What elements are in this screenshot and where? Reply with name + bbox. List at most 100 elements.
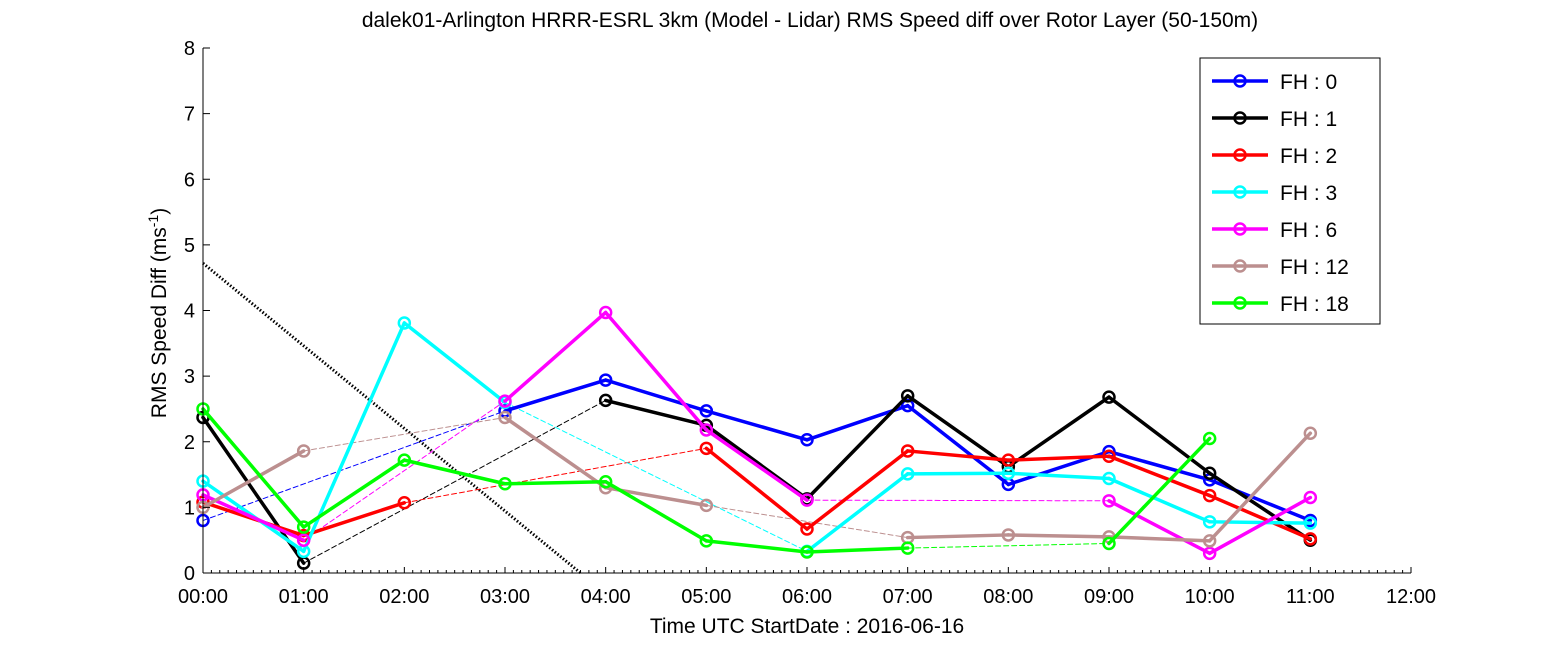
thin-connector-layer (202, 399, 1110, 564)
x-tick-label-9: 09:00 (1084, 586, 1134, 608)
x-tick-label-4: 04:00 (581, 586, 631, 608)
series-1-point-7 (1102, 390, 1116, 404)
x-tick-label-3: 03:00 (480, 586, 530, 608)
series-5-point-4 (699, 498, 714, 513)
series-2-segment-4 (805, 449, 910, 531)
legend-marker-6 (1233, 296, 1247, 310)
legend-marker-0 (1233, 74, 1247, 88)
series-4-segment-4 (704, 428, 809, 502)
series-5-segment-5 (905, 533, 1011, 540)
series-6-segment-4 (603, 480, 709, 543)
x-tick-label-1: 01:00 (279, 586, 329, 608)
x-tick-label-10: 10:00 (1185, 586, 1235, 608)
series-2-point-9 (1303, 532, 1318, 546)
x-tick-label-7: 07:00 (883, 586, 933, 608)
series-2-point-5 (900, 444, 915, 458)
series-3-segment-1 (301, 321, 407, 554)
series-6-point-5 (699, 534, 714, 548)
x-minor-ticks (210, 570, 1404, 573)
legend-label-6: FH : 18 (1280, 293, 1349, 316)
series-5-connector-4 (705, 504, 909, 539)
series-5-connector-1 (303, 416, 506, 452)
series-4-point-7 (1202, 546, 1217, 561)
series-3-connector-3 (504, 401, 808, 552)
series-4-segment-3 (603, 310, 709, 432)
series-6-point-9 (1202, 431, 1217, 446)
series-5-point-2 (498, 410, 512, 425)
y-tick-label-6: 6 (184, 169, 195, 191)
series-4-point-2 (498, 394, 512, 408)
series-3-point-2 (397, 316, 412, 330)
series-4-point-8 (1303, 490, 1318, 505)
y-axis-label-superscript: -1 (145, 215, 161, 228)
y-tick-label-5: 5 (184, 235, 195, 257)
series-1-segment-2 (603, 398, 709, 428)
x-tick-label-12: 12:00 (1386, 586, 1436, 608)
series-6-point-1 (296, 520, 311, 534)
series-4-point-4 (699, 423, 714, 437)
series-0-segment-3 (704, 409, 809, 442)
series-1-segment-6 (1006, 395, 1111, 469)
series-2-segment-8 (1207, 493, 1313, 541)
series-5-point-8 (1202, 534, 1217, 548)
series-4-connector-1 (303, 400, 506, 541)
series-1-segment-8 (1207, 471, 1313, 542)
series-5-point-9 (1303, 426, 1318, 440)
series-2-segment-3 (704, 446, 809, 531)
legend-marker-4 (1233, 222, 1247, 236)
x-tick-label-5: 05:00 (681, 586, 731, 608)
series-2-point-4 (800, 522, 814, 536)
series-6-segment-6 (805, 546, 910, 554)
legend-label-5: FH : 12 (1280, 256, 1349, 279)
series-0-segment-5 (905, 403, 1011, 487)
series-1-connector-1 (303, 399, 607, 564)
series-3-point-8 (1202, 515, 1217, 529)
series-3-point-7 (1102, 471, 1116, 486)
series-5-segment-6 (1006, 533, 1111, 539)
series-5-segment-0 (201, 449, 306, 510)
legend-label-1: FH : 1 (1280, 108, 1337, 131)
series-2-point-7 (1102, 449, 1116, 463)
series-6-point-3 (498, 477, 512, 491)
series-4-segment-0 (201, 493, 306, 542)
chart-title: dalek01-Arlington HRRR-ESRL 3km (Model -… (362, 9, 1258, 32)
series-3 (196, 316, 1318, 559)
y-tick-label-2: 2 (184, 432, 195, 454)
series-6-segment-5 (704, 539, 809, 554)
series-1-point-8 (1202, 466, 1217, 480)
series-3-segment-6 (1006, 471, 1111, 481)
series-6-segment-8 (1107, 436, 1212, 546)
series-6-segment-3 (503, 480, 608, 486)
y-tick-label-1: 1 (184, 497, 195, 519)
series-5-point-6 (1001, 528, 1016, 542)
series-4-segment-7 (1207, 495, 1313, 556)
series-0-point-4 (800, 433, 814, 447)
series-3-segment-4 (805, 472, 910, 554)
reference-line-layer (202, 262, 582, 575)
series-0-segment-8 (1207, 478, 1313, 523)
x-tick-label-0: 00:00 (178, 586, 228, 608)
series-3-point-5 (900, 467, 915, 481)
x-axis-ticks: 00:00 01:00 02:00 03:00 04:00 05:00 06:00 07:00… (178, 567, 1436, 608)
reference-dotted-line (202, 262, 582, 575)
legend-marker-5 (1233, 259, 1247, 273)
x-tick-label-8: 08:00 (983, 586, 1033, 608)
series-4 (196, 305, 1318, 561)
series-6-segment-2 (402, 458, 507, 486)
series-4-segment-6 (1107, 499, 1212, 556)
series-2-point-2 (397, 496, 412, 510)
series-4-connector-5 (806, 499, 1110, 502)
legend-label-3: FH : 3 (1280, 182, 1337, 205)
series-1-segment-7 (1107, 395, 1212, 475)
series-4-point-3 (598, 305, 613, 320)
series-3-segment-2 (402, 321, 507, 405)
series-3-point-9 (1303, 516, 1318, 530)
series-6-segment-0 (201, 407, 306, 529)
series-2-segment-6 (1006, 454, 1111, 462)
series-1-segment-4 (805, 394, 910, 501)
y-tick-label-3: 3 (184, 366, 195, 388)
x-axis-label: Time UTC StartDate : 2016-06-16 (650, 615, 964, 638)
series-6-point-6 (800, 545, 814, 559)
series-6 (196, 402, 1217, 559)
